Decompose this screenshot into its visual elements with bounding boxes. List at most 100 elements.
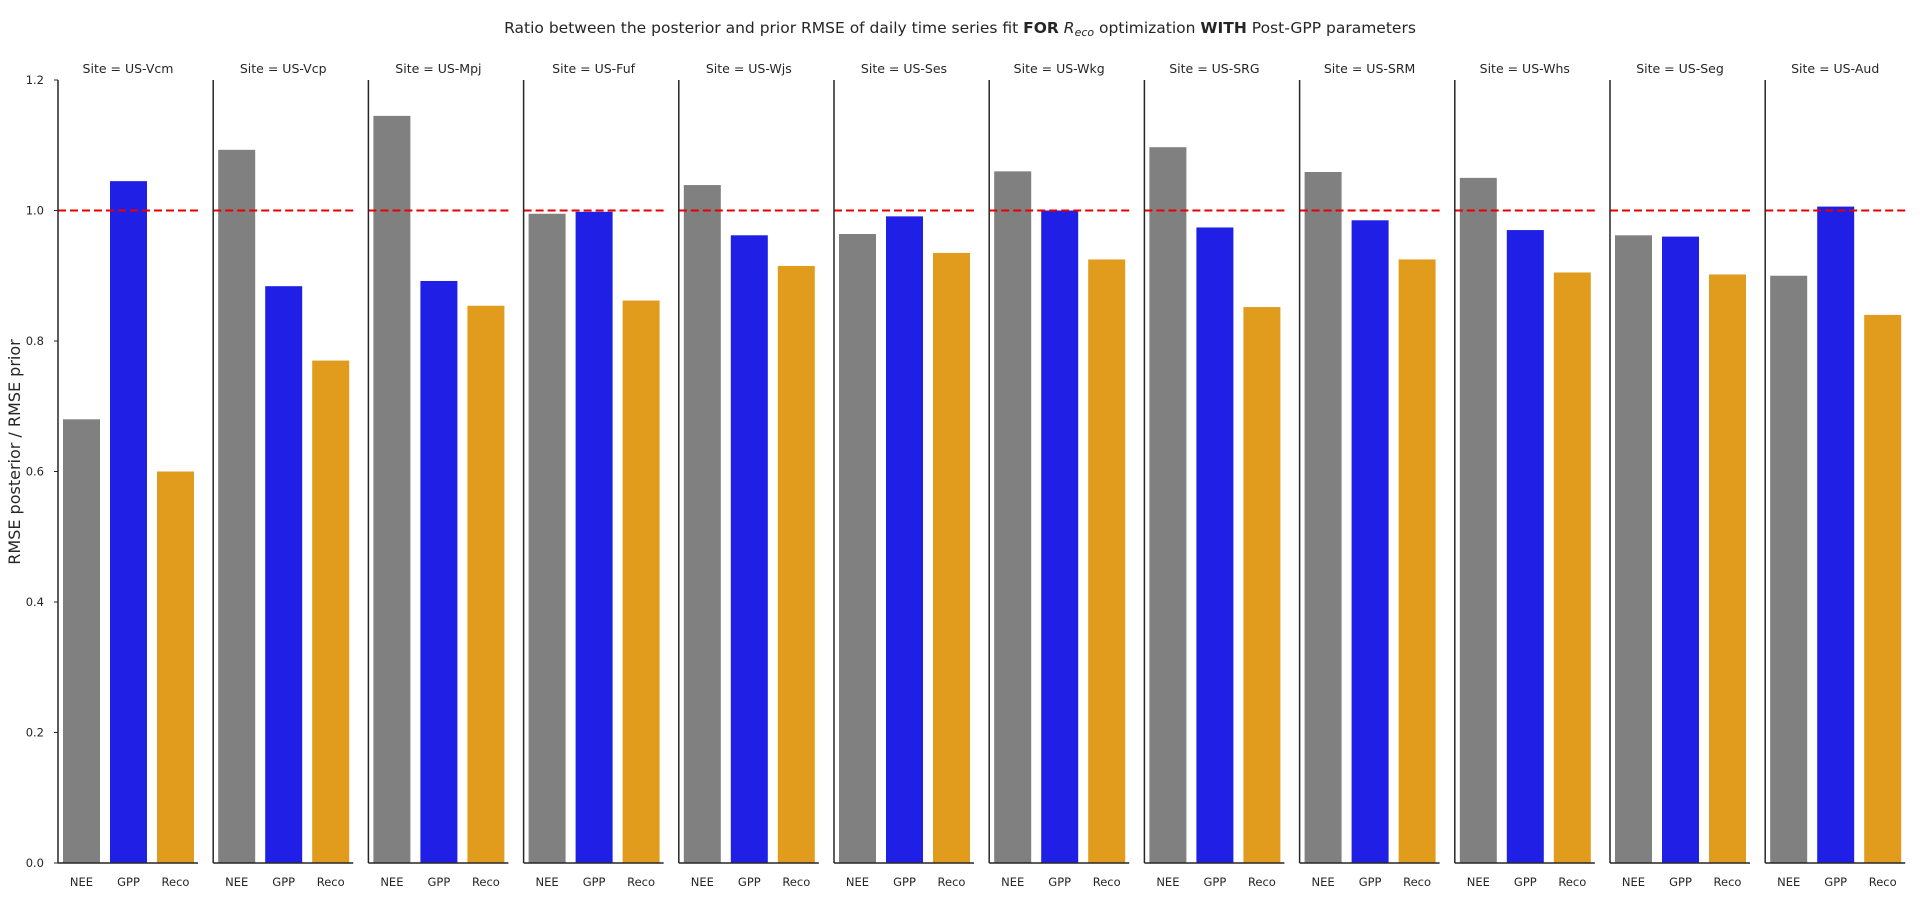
chart-title-part3-sub: eco <box>1075 26 1095 39</box>
bar-gpp <box>1041 210 1079 863</box>
x-tick-label: NEE <box>846 875 869 889</box>
bar-nee <box>1770 275 1808 863</box>
x-tick-label: GPP <box>272 875 295 889</box>
x-tick-label: Reco <box>782 875 810 889</box>
facet-title: Site = US-Wkg <box>1014 61 1105 76</box>
x-tick-label: Reco <box>1248 875 1276 889</box>
bar-nee <box>683 185 721 864</box>
facet-title: Site = US-SRG <box>1169 61 1259 76</box>
y-tick-label: 0.0 <box>26 856 44 870</box>
facet-title: Site = US-Wjs <box>706 61 792 76</box>
chart-title-part3-main: R <box>1064 19 1075 37</box>
facet-title: Site = US-Ses <box>861 61 947 76</box>
bar-nee <box>839 233 876 864</box>
x-tick-label: GPP <box>738 875 761 889</box>
x-tick-label: NEE <box>1312 875 1335 889</box>
chart-title-part6: Post-GPP parameters <box>1247 19 1416 37</box>
x-tick-label: GPP <box>893 875 916 889</box>
x-tick-label: NEE <box>380 875 403 889</box>
facet-title: Site = US-Mpj <box>395 61 481 76</box>
chart-title: Ratio between the posterior and prior RM… <box>504 19 1416 39</box>
y-tick-label: 0.4 <box>26 595 44 609</box>
facet-title: Site = US-Whs <box>1480 61 1570 76</box>
bar-gpp <box>420 280 458 864</box>
chart-title-part4: optimization <box>1094 19 1200 37</box>
bar-reco <box>933 252 970 864</box>
bar-gpp <box>110 181 147 863</box>
x-tick-label: NEE <box>1156 875 1179 889</box>
x-tick-label: GPP <box>1824 875 1847 889</box>
bar-gpp <box>1506 230 1544 863</box>
bar-reco <box>1088 259 1126 863</box>
bar-gpp <box>265 286 303 863</box>
bar-reco <box>1864 314 1902 863</box>
bar-nee <box>1149 147 1187 863</box>
x-tick-label: NEE <box>536 875 559 889</box>
facet-title: Site = US-SRM <box>1324 61 1415 76</box>
bar-gpp <box>575 211 613 863</box>
bar-gpp <box>1196 227 1234 864</box>
bar-gpp <box>1817 206 1855 863</box>
facet-title: Site = US-Aud <box>1791 61 1879 76</box>
x-tick-label: NEE <box>1467 875 1490 889</box>
bar-nee <box>1459 177 1497 863</box>
chart-title-part2: FOR <box>1023 19 1059 37</box>
bar-nee <box>373 115 411 863</box>
bar-reco <box>312 360 350 863</box>
bar-gpp <box>730 235 768 864</box>
bar-gpp <box>1351 220 1389 864</box>
y-tick-label: 0.2 <box>26 726 44 740</box>
bar-nee <box>1615 235 1652 864</box>
x-tick-label: NEE <box>1622 875 1645 889</box>
facets-group: 0.0 0.2 0.4 0.6 0.8 1.0 1.2 Site = US-Vcm NEE GPP… <box>26 61 1906 889</box>
bar-gpp <box>886 216 923 863</box>
facet-title: Site = US-Vcm <box>83 61 174 76</box>
facet-title: Site = US-Vcp <box>240 61 327 76</box>
x-tick-label: Reco <box>162 875 190 889</box>
facet-title: Site = US-Fuf <box>552 61 635 76</box>
x-tick-label: NEE <box>1001 875 1024 889</box>
chart-title-part5: WITH <box>1200 19 1246 37</box>
chart-title-part1: Ratio between the posterior and prior RM… <box>504 19 1023 37</box>
y-axis-label: RMSE posterior / RMSE prior <box>5 339 24 565</box>
x-tick-label: GPP <box>1204 875 1227 889</box>
bar-reco <box>467 305 505 863</box>
x-tick-label: Reco <box>938 875 966 889</box>
y-tick-label: 1.0 <box>26 204 44 218</box>
bar-nee <box>1304 172 1342 863</box>
x-tick-label: GPP <box>1669 875 1692 889</box>
x-tick-label: Reco <box>1093 875 1121 889</box>
bar-reco <box>1709 274 1746 863</box>
bar-reco <box>777 265 815 863</box>
x-tick-label: GPP <box>1359 875 1382 889</box>
bar-reco <box>622 300 660 863</box>
bar-reco <box>1553 272 1591 863</box>
x-tick-label: Reco <box>1714 875 1742 889</box>
bar-nee <box>528 213 566 863</box>
x-tick-label: GPP <box>1514 875 1537 889</box>
x-tick-label: NEE <box>70 875 93 889</box>
y-tick-label: 0.8 <box>26 334 44 348</box>
x-tick-label: GPP <box>428 875 451 889</box>
x-tick-label: Reco <box>317 875 345 889</box>
bar-gpp <box>1662 236 1699 864</box>
x-tick-label: GPP <box>117 875 140 889</box>
bar-nee <box>994 171 1032 864</box>
x-tick-label: Reco <box>1869 875 1897 889</box>
facet-title: Site = US-Seg <box>1636 61 1724 76</box>
x-tick-label: GPP <box>1048 875 1071 889</box>
x-tick-label: GPP <box>583 875 606 889</box>
y-tick-label: 1.2 <box>26 73 44 87</box>
x-tick-label: NEE <box>1777 875 1800 889</box>
x-tick-label: Reco <box>1403 875 1431 889</box>
y-tick-label: 0.6 <box>26 465 44 479</box>
x-tick-label: Reco <box>1558 875 1586 889</box>
x-tick-label: Reco <box>627 875 655 889</box>
bar-nee <box>218 149 256 863</box>
x-tick-label: NEE <box>691 875 714 889</box>
x-tick-label: Reco <box>472 875 500 889</box>
bar-nee <box>63 419 100 863</box>
bar-reco <box>157 471 194 863</box>
x-tick-label: NEE <box>225 875 248 889</box>
